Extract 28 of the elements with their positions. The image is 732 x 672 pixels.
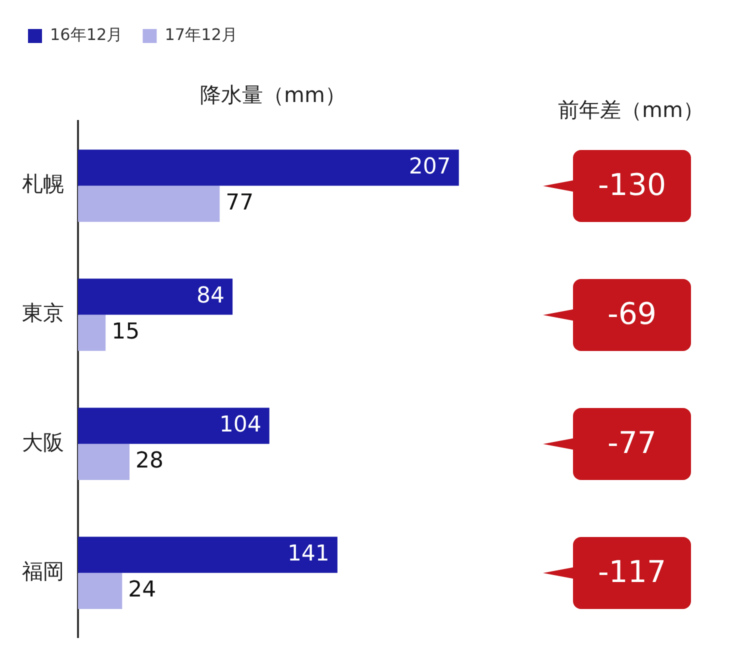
text: 前年差（mm） (558, 97, 704, 124)
data-label: 28 (136, 448, 164, 474)
data-label: 207 (408, 154, 451, 180)
bar (78, 186, 220, 222)
bar (78, 314, 106, 351)
y-tick-label: 東京 (22, 301, 64, 326)
data-label: 104 (219, 412, 262, 438)
bar (78, 444, 130, 480)
text: -77 (573, 408, 691, 480)
y-tick-label: 札幌 (22, 172, 64, 196)
data-label: 77 (226, 190, 254, 216)
bar (78, 572, 122, 610)
data-label: 15 (112, 320, 140, 345)
y-tick-label: 大阪 (22, 430, 64, 454)
bar (78, 408, 270, 444)
chart-title: 降水量（mm） (200, 83, 346, 108)
text: -69 (573, 278, 691, 351)
bar (78, 278, 233, 315)
bar (78, 150, 459, 186)
data-label: 84 (196, 283, 225, 308)
y-tick-label: 福岡 (22, 559, 64, 584)
bar (78, 536, 338, 573)
legend-label: 17年12月 (164, 25, 238, 44)
data-label: 141 (287, 542, 330, 567)
legend-label: 16年12月 (50, 25, 123, 44)
text: -117 (573, 536, 691, 609)
data-label: 24 (128, 578, 156, 603)
text: -130 (573, 150, 691, 222)
